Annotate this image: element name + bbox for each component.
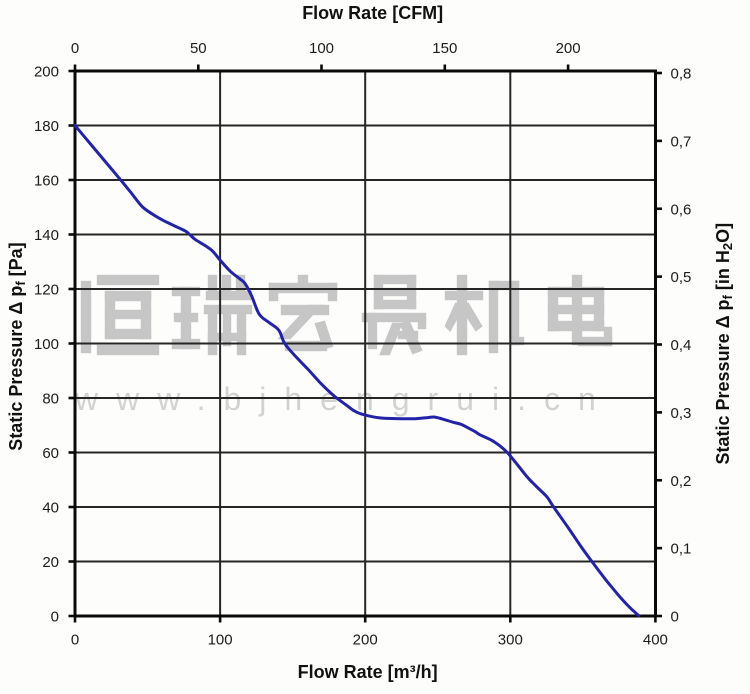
svg-text:200: 200: [556, 40, 581, 57]
svg-text:Flow Rate [CFM]: Flow Rate [CFM]: [302, 3, 443, 23]
svg-text:120: 120: [34, 281, 59, 298]
svg-text:200: 200: [34, 63, 59, 80]
svg-text:400: 400: [643, 632, 668, 649]
svg-text:0,8: 0,8: [671, 66, 692, 83]
svg-text:0: 0: [71, 40, 79, 57]
svg-text:160: 160: [34, 172, 59, 189]
svg-text:20: 20: [42, 554, 59, 571]
svg-text:0,6: 0,6: [671, 201, 692, 218]
svg-text:0: 0: [71, 632, 79, 649]
svg-text:60: 60: [42, 445, 59, 462]
svg-text:80: 80: [42, 390, 59, 407]
svg-text:0,7: 0,7: [671, 133, 692, 150]
svg-text:0,3: 0,3: [671, 405, 692, 422]
svg-text:180: 180: [34, 118, 59, 135]
svg-text:50: 50: [190, 40, 207, 57]
svg-text:300: 300: [498, 632, 523, 649]
svg-text:40: 40: [42, 499, 59, 516]
svg-text:150: 150: [432, 40, 457, 57]
svg-text:Static Pressure Δ pf [Pa]: Static Pressure Δ pf [Pa]: [6, 242, 28, 450]
svg-text:0,2: 0,2: [671, 473, 692, 490]
svg-text:0,1: 0,1: [671, 541, 692, 558]
svg-text:Flow Rate [m³/h]: Flow Rate [m³/h]: [298, 662, 438, 682]
svg-text:140: 140: [34, 227, 59, 244]
svg-text:100: 100: [309, 40, 334, 57]
svg-text:Static Pressure Δ pf [in H2O]: Static Pressure Δ pf [in H2O]: [713, 223, 735, 465]
svg-text:0: 0: [51, 608, 59, 625]
svg-text:100: 100: [208, 632, 233, 649]
svg-text:100: 100: [34, 336, 59, 353]
svg-text:0: 0: [671, 609, 679, 626]
svg-text:0,4: 0,4: [671, 337, 692, 354]
svg-text:0,5: 0,5: [671, 269, 692, 286]
svg-text:200: 200: [353, 632, 378, 649]
